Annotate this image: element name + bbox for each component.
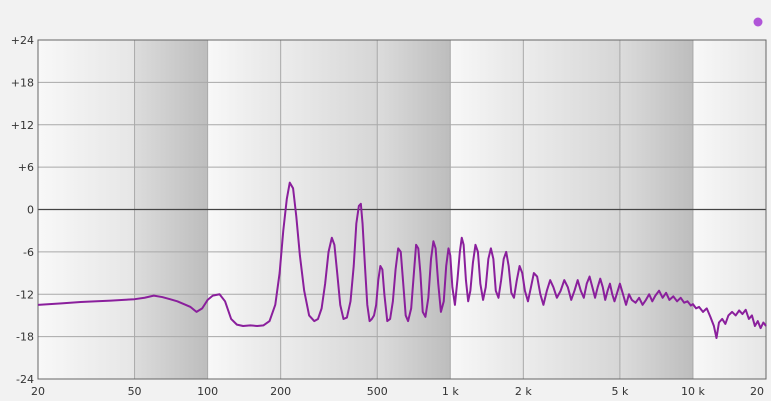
x-tick-label: 2 k — [515, 385, 532, 398]
x-tick-label: 500 — [367, 385, 388, 398]
grid-lines — [37, 39, 767, 380]
y-tick-label: +24 — [11, 34, 34, 47]
y-tick-label: -6 — [23, 246, 34, 259]
status-dot-icon[interactable] — [753, 17, 763, 27]
y-tick-label: +12 — [11, 119, 34, 132]
x-tick-label: 20 — [31, 385, 45, 398]
y-axis-labels: +24 +18 +12 +6 0 -6 -12 -18 -24 — [11, 34, 34, 386]
x-tick-label: 200 — [270, 385, 291, 398]
x-tick-label: 20 — [750, 385, 764, 398]
y-tick-label: -12 — [16, 288, 34, 301]
x-tick-label: 100 — [197, 385, 218, 398]
x-axis-labels: 20 50 100 200 500 1 k 2 k 5 k 10 k 20 — [31, 385, 764, 398]
y-tick-label: 0 — [27, 204, 34, 217]
x-tick-label: 5 k — [611, 385, 628, 398]
plot-border — [37, 39, 767, 380]
y-tick-label: +6 — [18, 161, 34, 174]
y-tick-label: -18 — [16, 331, 34, 344]
x-tick-label: 10 k — [681, 385, 705, 398]
y-tick-label: +18 — [11, 76, 34, 89]
y-tick-label: -24 — [16, 373, 34, 386]
x-tick-label: 50 — [128, 385, 142, 398]
spectrum-trace — [37, 181, 767, 340]
x-tick-label: 1 k — [442, 385, 459, 398]
